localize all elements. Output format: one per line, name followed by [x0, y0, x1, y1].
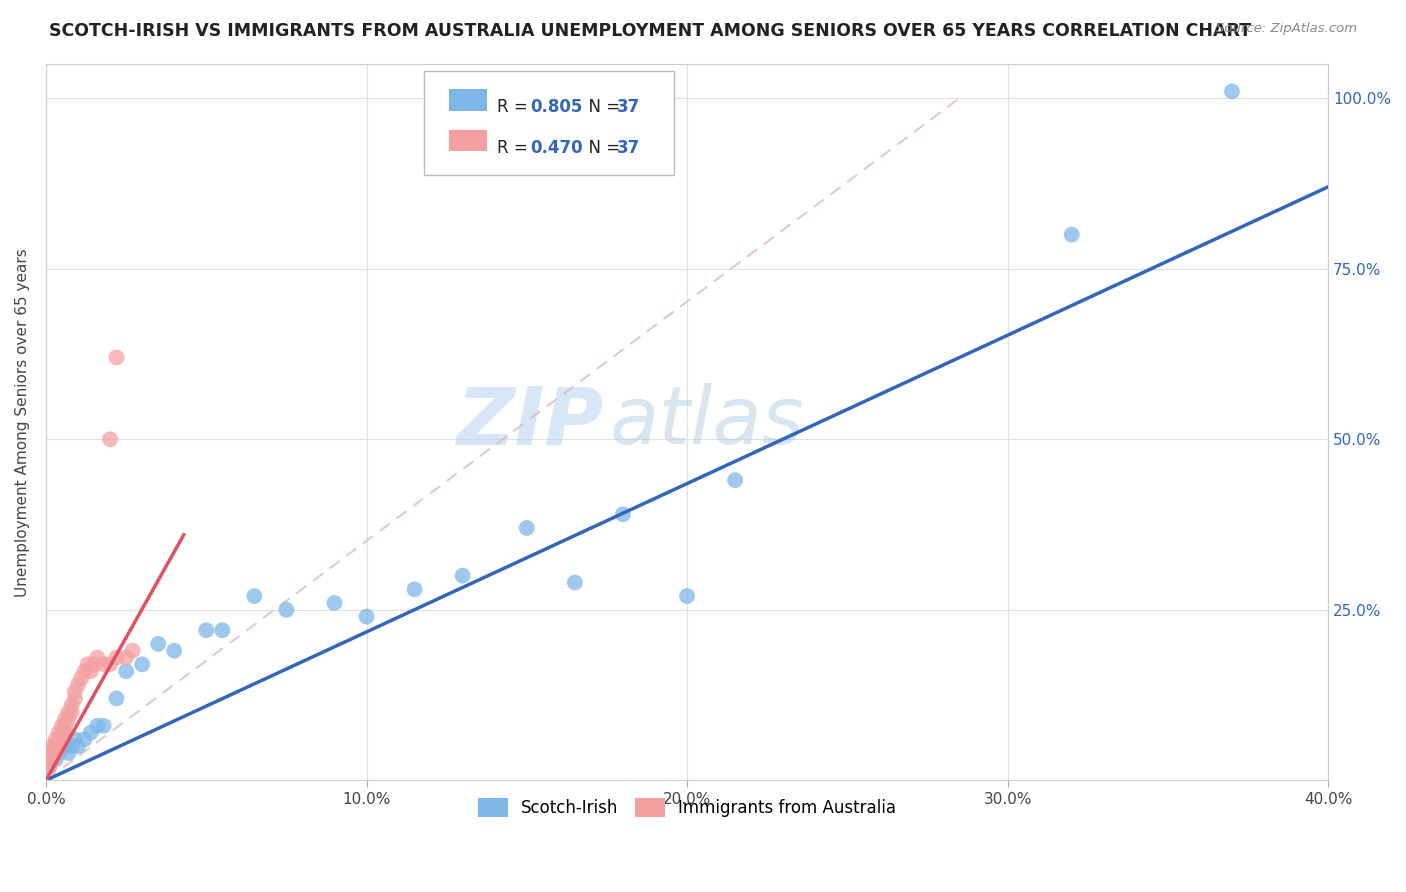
Point	[48, 725, 70, 739]
Point	[243, 589, 266, 603]
Point	[58, 746, 80, 760]
Point	[41, 753, 63, 767]
Point	[48, 732, 70, 747]
Text: N =: N =	[578, 138, 626, 157]
Point	[115, 650, 138, 665]
Point	[51, 732, 73, 747]
FancyBboxPatch shape	[449, 130, 486, 152]
Point	[51, 719, 73, 733]
Point	[51, 732, 73, 747]
Point	[323, 596, 346, 610]
Point	[404, 582, 426, 597]
Text: 0.470: 0.470	[530, 138, 583, 157]
Point	[38, 753, 60, 767]
Point	[1060, 227, 1083, 242]
Text: 0.805: 0.805	[530, 98, 583, 116]
Point	[63, 684, 86, 698]
Text: R =: R =	[498, 138, 533, 157]
Point	[53, 739, 76, 754]
Point	[41, 746, 63, 760]
Point	[1220, 84, 1243, 98]
Point	[73, 664, 96, 678]
Point	[93, 657, 115, 672]
Point	[51, 725, 73, 739]
FancyBboxPatch shape	[425, 71, 675, 175]
Point	[564, 575, 586, 590]
Text: ZIP: ZIP	[457, 384, 603, 461]
Point	[724, 473, 747, 487]
Point	[48, 746, 70, 760]
Point	[146, 637, 169, 651]
Point	[41, 739, 63, 754]
Point	[60, 739, 83, 754]
Point	[83, 657, 105, 672]
Point	[105, 691, 128, 706]
Point	[93, 719, 115, 733]
Point	[53, 719, 76, 733]
Text: 37: 37	[617, 138, 640, 157]
Point	[45, 739, 67, 754]
Point	[356, 609, 378, 624]
Point	[48, 739, 70, 754]
Point	[45, 746, 67, 760]
Point	[195, 624, 218, 638]
Point	[45, 732, 67, 747]
FancyBboxPatch shape	[449, 89, 486, 111]
Point	[53, 712, 76, 726]
Point	[80, 664, 103, 678]
Point	[612, 508, 634, 522]
Point	[276, 603, 298, 617]
Text: SCOTCH-IRISH VS IMMIGRANTS FROM AUSTRALIA UNEMPLOYMENT AMONG SENIORS OVER 65 YEA: SCOTCH-IRISH VS IMMIGRANTS FROM AUSTRALI…	[49, 22, 1251, 40]
Point	[51, 739, 73, 754]
Point	[70, 671, 93, 685]
Text: 37: 37	[617, 98, 640, 116]
Y-axis label: Unemployment Among Seniors over 65 years: Unemployment Among Seniors over 65 years	[15, 248, 30, 597]
Point	[58, 712, 80, 726]
Point	[105, 650, 128, 665]
Text: atlas: atlas	[610, 384, 804, 461]
Point	[86, 650, 108, 665]
Point	[45, 753, 67, 767]
Legend: Scotch-Irish, Immigrants from Australia: Scotch-Irish, Immigrants from Australia	[470, 789, 904, 826]
Point	[98, 432, 121, 446]
Point	[45, 739, 67, 754]
Point	[516, 521, 538, 535]
Point	[115, 664, 138, 678]
Text: R =: R =	[498, 98, 533, 116]
Point	[76, 657, 98, 672]
Point	[451, 568, 474, 582]
Point	[86, 719, 108, 733]
Point	[66, 678, 89, 692]
Point	[131, 657, 153, 672]
Point	[66, 739, 89, 754]
Point	[38, 759, 60, 773]
Point	[676, 589, 699, 603]
Text: N =: N =	[578, 98, 626, 116]
Point	[53, 725, 76, 739]
Point	[41, 746, 63, 760]
Point	[60, 698, 83, 713]
Point	[163, 643, 186, 657]
Point	[80, 725, 103, 739]
Text: Source: ZipAtlas.com: Source: ZipAtlas.com	[1216, 22, 1357, 36]
Point	[60, 705, 83, 719]
Point	[63, 691, 86, 706]
Point	[41, 753, 63, 767]
Point	[211, 624, 233, 638]
Point	[38, 759, 60, 773]
Point	[63, 732, 86, 747]
Point	[121, 643, 143, 657]
Point	[58, 705, 80, 719]
Point	[98, 657, 121, 672]
Point	[73, 732, 96, 747]
Point	[105, 351, 128, 365]
